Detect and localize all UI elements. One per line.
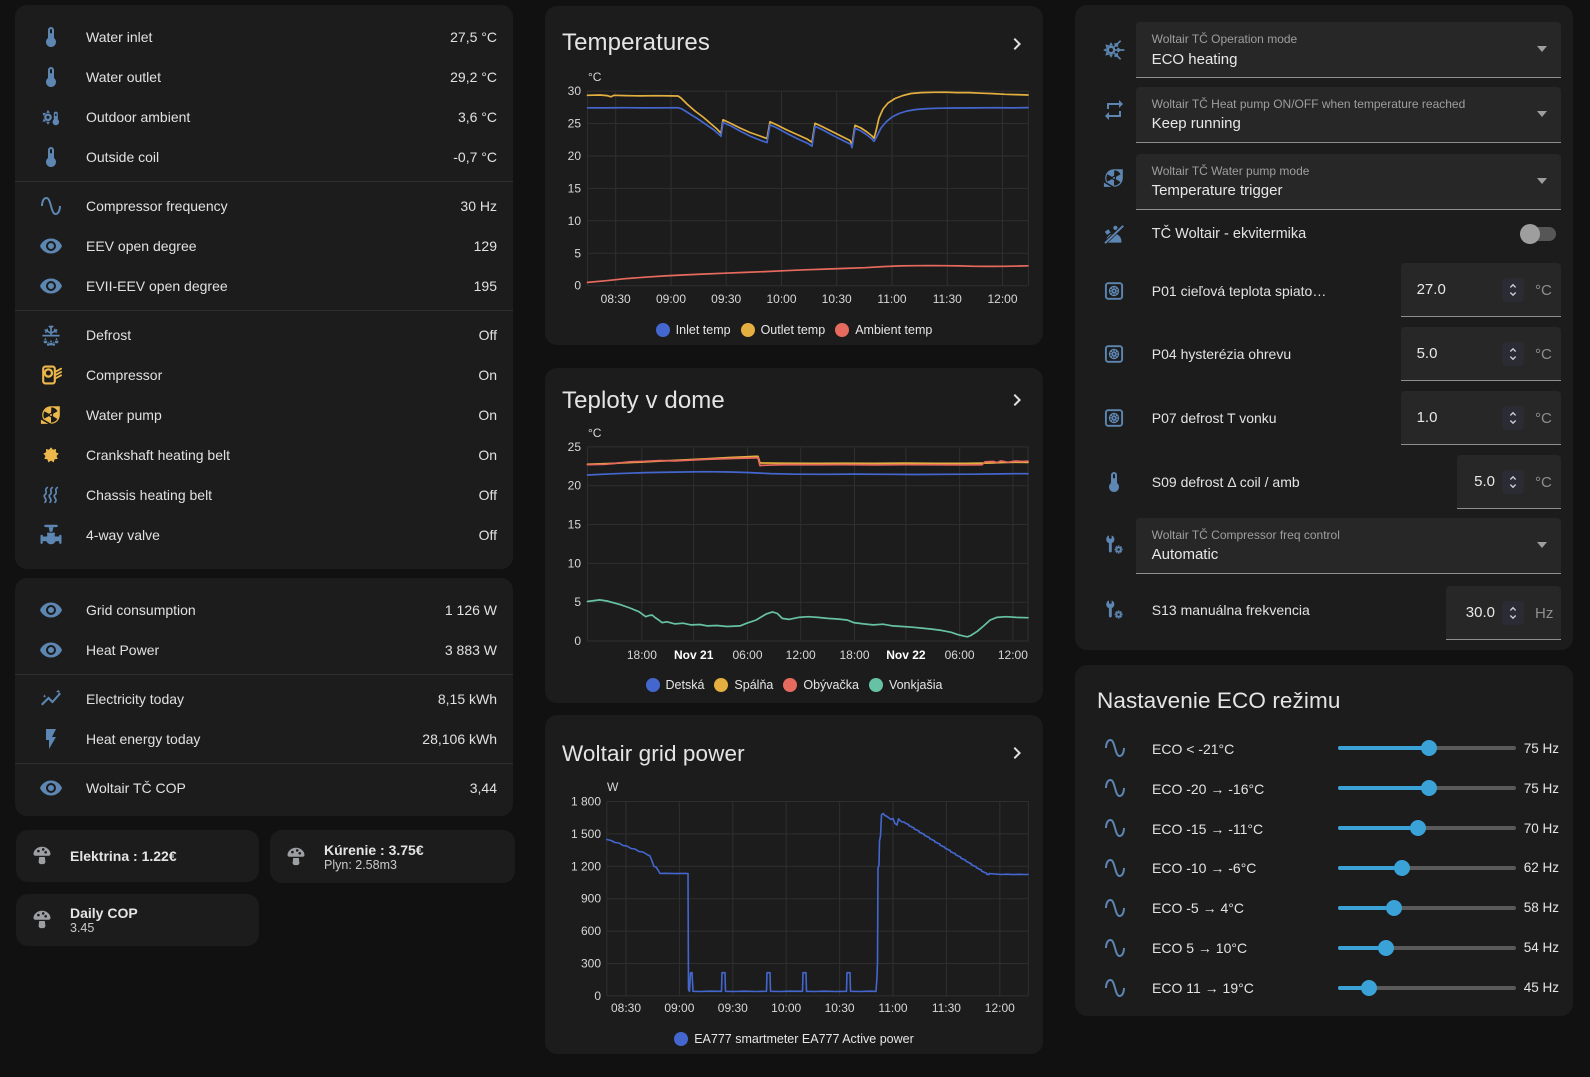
svg-text:11:30: 11:30: [933, 292, 962, 306]
svg-text:09:00: 09:00: [664, 1001, 694, 1015]
svg-text:0: 0: [594, 989, 601, 1003]
svg-text:12:00: 12:00: [987, 292, 1017, 306]
svg-text:Nov 21: Nov 21: [674, 648, 714, 662]
svg-text:°C: °C: [588, 426, 602, 440]
svg-text:06:00: 06:00: [945, 648, 975, 662]
svg-text:5: 5: [574, 595, 581, 609]
svg-text:20: 20: [568, 479, 582, 493]
svg-text:25: 25: [568, 117, 582, 131]
svg-text:10:00: 10:00: [771, 1001, 801, 1015]
svg-text:W: W: [607, 780, 619, 794]
svg-text:°C: °C: [588, 70, 602, 84]
svg-text:1 800: 1 800: [571, 795, 601, 809]
svg-text:11:00: 11:00: [878, 1001, 907, 1015]
svg-text:11:30: 11:30: [932, 1001, 961, 1015]
svg-text:25: 25: [568, 440, 582, 454]
svg-text:10:00: 10:00: [766, 292, 796, 306]
svg-text:0: 0: [574, 634, 581, 648]
svg-text:0: 0: [574, 279, 581, 293]
svg-text:20: 20: [568, 149, 582, 163]
svg-text:08:30: 08:30: [601, 292, 631, 306]
svg-text:10: 10: [568, 214, 582, 228]
svg-text:18:00: 18:00: [839, 648, 869, 662]
svg-text:15: 15: [568, 181, 582, 195]
svg-text:1 200: 1 200: [571, 859, 601, 873]
svg-text:300: 300: [581, 957, 601, 971]
svg-text:09:30: 09:30: [718, 1001, 748, 1015]
svg-text:900: 900: [581, 892, 601, 906]
svg-text:5: 5: [574, 246, 581, 260]
svg-text:10:30: 10:30: [822, 292, 852, 306]
svg-text:06:00: 06:00: [732, 648, 762, 662]
svg-text:11:00: 11:00: [877, 292, 906, 306]
svg-text:10:30: 10:30: [825, 1001, 855, 1015]
svg-text:15: 15: [568, 518, 582, 532]
svg-text:09:00: 09:00: [656, 292, 686, 306]
svg-text:18:00: 18:00: [627, 648, 657, 662]
svg-text:600: 600: [581, 924, 601, 938]
svg-text:Nov 22: Nov 22: [886, 648, 926, 662]
svg-text:30: 30: [568, 84, 582, 98]
svg-text:12:00: 12:00: [786, 648, 816, 662]
svg-text:09:30: 09:30: [711, 292, 741, 306]
svg-text:10: 10: [568, 556, 582, 570]
svg-text:1 500: 1 500: [571, 827, 601, 841]
svg-text:12:00: 12:00: [998, 648, 1028, 662]
svg-text:08:30: 08:30: [611, 1001, 641, 1015]
svg-text:12:00: 12:00: [985, 1001, 1015, 1015]
